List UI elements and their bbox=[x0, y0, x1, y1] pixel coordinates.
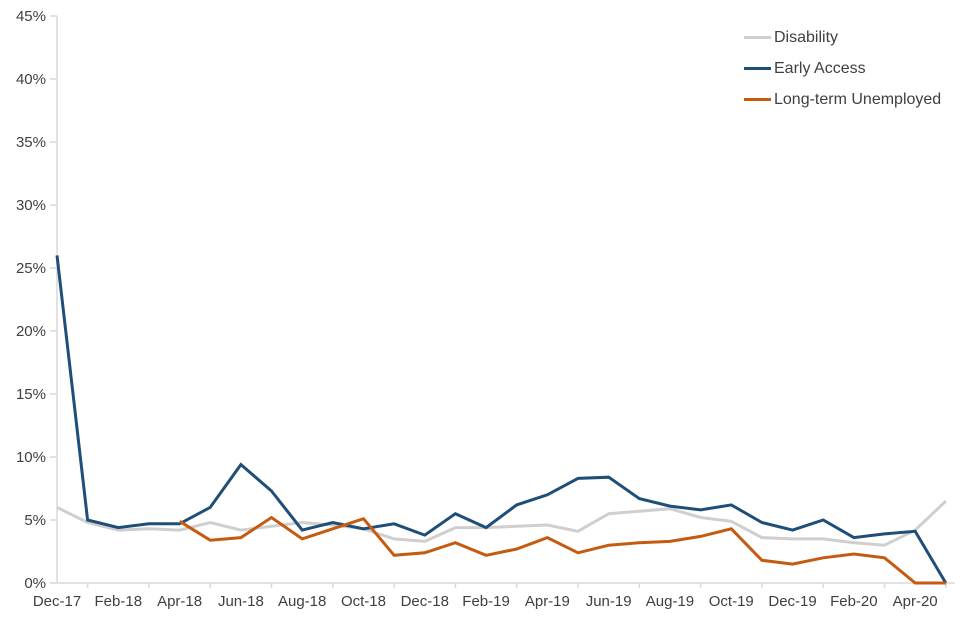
x-tick-label: Jun-18 bbox=[218, 593, 264, 610]
chart-legend: Disability Early Access Long-term Unempl… bbox=[744, 26, 941, 111]
legend-label: Early Access bbox=[774, 59, 866, 77]
legend-label: Long-term Unemployed bbox=[774, 90, 942, 108]
x-tick-label: Feb-18 bbox=[95, 593, 143, 610]
legend-item-early-access: Early Access bbox=[744, 57, 941, 80]
x-tick-label: Jun-19 bbox=[586, 593, 632, 610]
y-tick-label: 30% bbox=[16, 197, 46, 214]
y-tick-label: 25% bbox=[16, 260, 46, 277]
y-tick-label: 10% bbox=[16, 449, 46, 466]
x-tick-label: Apr-18 bbox=[157, 593, 202, 610]
series-line-early-access bbox=[55, 255, 948, 584]
legend-label: Disability bbox=[774, 28, 839, 46]
y-tick-label: 15% bbox=[16, 386, 46, 403]
long-term-unemployed-line-swatch bbox=[744, 98, 771, 101]
x-tick-label: Dec-18 bbox=[401, 593, 449, 610]
y-axis: 0% 5% 10% 15% 20% 25% 30% 35% 40% 45% bbox=[16, 8, 58, 592]
y-tick-label: 0% bbox=[24, 575, 46, 592]
y-tick-label: 45% bbox=[16, 8, 46, 25]
disability-line-swatch bbox=[744, 36, 771, 39]
x-tick-label: Dec-17 bbox=[33, 593, 81, 610]
x-tick-label: Aug-19 bbox=[646, 593, 694, 610]
y-tick-label: 40% bbox=[16, 71, 46, 88]
x-tick-label: Apr-19 bbox=[525, 593, 570, 610]
series-line-disability bbox=[56, 500, 947, 547]
y-tick-label: 35% bbox=[16, 134, 46, 151]
x-tick-label: Apr-20 bbox=[893, 593, 938, 610]
x-tick-label: Dec-19 bbox=[768, 593, 816, 610]
series-line-long-term-unemployed bbox=[178, 515, 946, 585]
x-tick-label: Aug-18 bbox=[278, 593, 326, 610]
x-tick-label: Feb-20 bbox=[830, 593, 878, 610]
x-tick-label: Oct-19 bbox=[709, 593, 754, 610]
y-tick-label: 20% bbox=[16, 323, 46, 340]
x-tick-label: Oct-18 bbox=[341, 593, 386, 610]
legend-item-long-term-unemployed: Long-term Unemployed bbox=[744, 88, 941, 111]
x-axis: Dec-17 Feb-18 Apr-18 Jun-18 Aug-18 Oct-18 Dec-… bbox=[33, 582, 955, 610]
early-access-line-swatch bbox=[744, 67, 771, 70]
y-tick-label: 5% bbox=[24, 512, 46, 529]
x-tick-label: Feb-19 bbox=[462, 593, 510, 610]
legend-item-disability: Disability bbox=[744, 26, 941, 49]
